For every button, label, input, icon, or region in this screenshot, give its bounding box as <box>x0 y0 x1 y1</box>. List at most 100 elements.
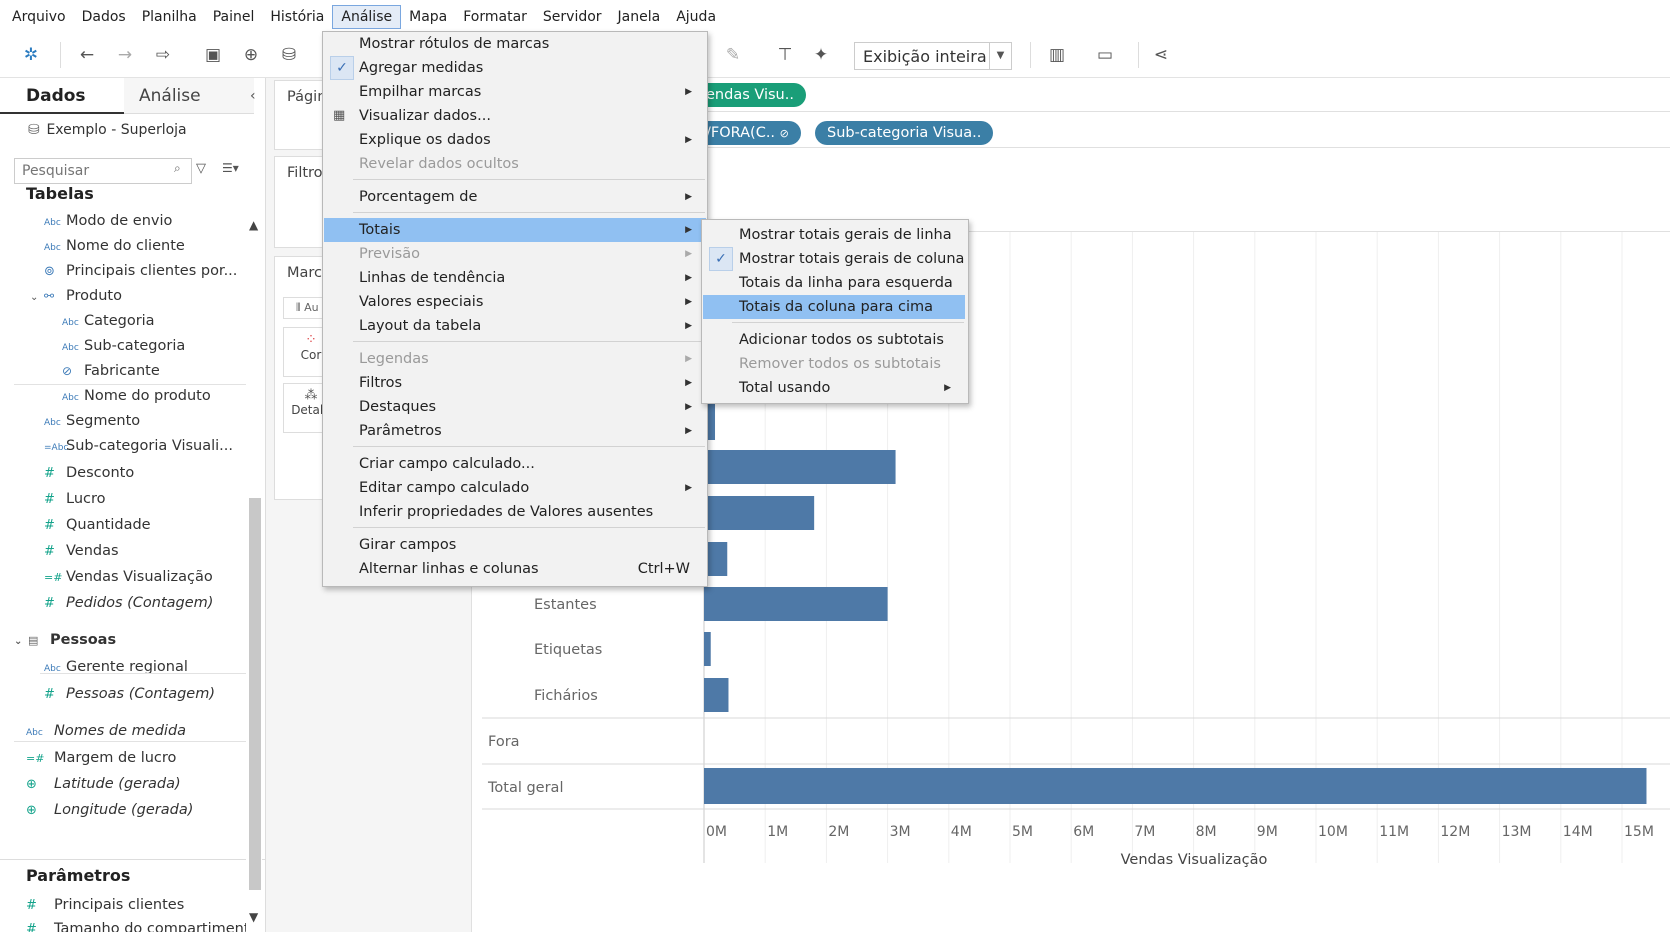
menu-parametros[interactable]: Parâmetros ▶ <box>324 419 706 443</box>
submenu-totais-gerais-coluna[interactable]: ✓ Mostrar totais gerais de coluna <box>703 247 965 271</box>
submenu-totais-coluna-cima[interactable]: Totais da coluna para cima <box>703 295 965 319</box>
field-modo-de-envio[interactable]: Abc Modo de envio <box>44 210 172 232</box>
rows-pill-dentro-fora[interactable]: /FORA(C.. ⊘ <box>694 121 801 145</box>
view-size-select[interactable]: Exibição inteira ▼ <box>854 42 1012 70</box>
field-lucro[interactable]: # Lucro <box>44 488 106 510</box>
field-gerente-regional[interactable]: Abc Gerente regional <box>44 656 188 678</box>
submenu-adicionar-subtotais[interactable]: Adicionar todos os subtotais <box>703 328 965 352</box>
share-icon[interactable]: ⋖ <box>1153 45 1169 65</box>
field-nomes-de-medida[interactable]: Abc Nomes de medida <box>26 720 186 742</box>
save-icon[interactable]: ▣ <box>204 45 222 65</box>
search-icon[interactable]: ⌕ <box>174 161 181 175</box>
field-categoria[interactable]: Abc Categoria <box>62 310 155 332</box>
menu-editar-campo-calculado[interactable]: Editar campo calculado ▶ <box>324 476 706 500</box>
search-input[interactable] <box>14 158 192 184</box>
menu-legendas[interactable]: Legendas ▶ <box>324 347 706 371</box>
submenu-remover-subtotais[interactable]: Remover todos os subtotais <box>703 352 965 376</box>
tab-analise[interactable]: Análise <box>124 78 254 114</box>
show-labels-icon[interactable]: ⊤ <box>777 45 793 65</box>
menu-inferir-propriedades[interactable]: Inferir propriedades de Valores ausentes <box>324 500 706 524</box>
field-sub-categoria-visualizacao[interactable]: =AbcSub-categoria Visuali... <box>44 435 233 457</box>
menu-girar-campos[interactable]: Girar campos <box>324 533 706 557</box>
field-fabricante[interactable]: ⊘ Fabricante <box>62 360 160 382</box>
menu-criar-campo-calculado[interactable]: Criar campo calculado... <box>324 452 706 476</box>
pin-icon[interactable]: ✦ <box>813 45 829 65</box>
datasource-name[interactable]: ⛁ Exemplo - Superloja <box>28 122 187 138</box>
field-vendas-visualizacao[interactable]: =# Vendas Visualização <box>44 566 213 588</box>
table-pessoas[interactable]: ⌄ ▤ Pessoas <box>14 629 116 651</box>
param-tamanho-compartimento[interactable]: # Tamanho do compartiment <box>26 918 250 932</box>
menu-analise[interactable]: Análise <box>332 5 402 29</box>
menu-visualizar-dados[interactable]: ▦ Visualizar dados... <box>324 104 706 128</box>
field-segmento[interactable]: Abc Segmento <box>44 410 140 432</box>
chevron-down-icon[interactable]: ▼ <box>249 910 259 924</box>
menu-alternar-linhas-colunas[interactable]: Alternar linhas e colunas Ctrl+W <box>324 557 706 581</box>
field-produto[interactable]: ⌄ ⚯ Produto <box>30 285 122 307</box>
menu-mapa[interactable]: Mapa <box>409 9 448 25</box>
menu-dados[interactable]: Dados <box>81 9 126 25</box>
field-principais-clientes[interactable]: ⊚ Principais clientes por... <box>44 260 237 282</box>
menu-layout-da-tabela[interactable]: Layout da tabela ▶ <box>324 314 706 338</box>
menu-agregar-medidas[interactable]: ✓ Agregar medidas <box>324 56 706 80</box>
tab-dados[interactable]: Dados <box>0 78 124 114</box>
new-datasource-icon[interactable]: ⊕ <box>243 45 259 65</box>
field-pedidos-contagem[interactable]: # Pedidos (Contagem) <box>44 592 213 614</box>
field-latitude[interactable]: ⊕ Latitude (gerada) <box>26 773 181 795</box>
menu-empilhar-marcas[interactable]: Empilhar marcas ▶ <box>324 80 706 104</box>
field-nome-do-cliente[interactable]: Abc Nome do cliente <box>44 235 185 257</box>
show-me-icon[interactable]: ▥ <box>1048 45 1066 65</box>
chevron-left-icon[interactable]: ‹ <box>250 88 256 104</box>
list-view-icon[interactable]: ☰▾ <box>222 161 239 175</box>
param-principais-clientes[interactable]: # Principais clientes <box>26 894 184 916</box>
presentation-icon[interactable]: ▭ <box>1096 45 1114 65</box>
menu-totais[interactable]: Totais ▶ <box>324 218 706 242</box>
menu-valores-especiais[interactable]: Valores especiais ▶ <box>324 290 706 314</box>
tableau-logo-icon[interactable]: ✲ <box>23 45 39 65</box>
number-icon: # <box>44 518 55 533</box>
field-desconto[interactable]: # Desconto <box>44 462 134 484</box>
pause-updates-icon[interactable]: ⛁ <box>281 45 297 65</box>
chevron-down-icon[interactable]: ⌄ <box>30 292 39 303</box>
submenu-totais-gerais-linha[interactable]: Mostrar totais gerais de linha <box>703 223 965 247</box>
menu-janela[interactable]: Janela <box>617 9 661 25</box>
replay-icon[interactable]: ⇨ <box>155 45 171 65</box>
field-nome-do-produto[interactable]: Abc Nome do produto <box>62 385 211 407</box>
scrollbar-thumb[interactable] <box>249 498 261 890</box>
field-sub-categoria[interactable]: Abc Sub-categoria <box>62 335 185 357</box>
menu-historia[interactable]: História <box>270 9 325 25</box>
menu-filtros[interactable]: Filtros ▶ <box>324 371 706 395</box>
menu-mostrar-rotulos[interactable]: Mostrar rótulos de marcas <box>324 32 706 56</box>
filter-icon[interactable]: ▽ <box>196 161 206 176</box>
menu-servidor[interactable]: Servidor <box>542 9 602 25</box>
redo-icon[interactable]: → <box>117 45 133 65</box>
field-longitude[interactable]: ⊕ Longitude (gerada) <box>26 799 193 821</box>
columns-pill-vendas[interactable]: endas Visu.. <box>694 83 806 107</box>
annotate-icon[interactable]: ✎ <box>725 45 741 65</box>
menu-planilha[interactable]: Planilha <box>141 9 197 25</box>
rows-pill-sub-categoria[interactable]: Sub-categoria Visua.. <box>815 121 994 145</box>
menu-arquivo[interactable]: Arquivo <box>12 9 66 25</box>
menu-label: Inferir propriedades de Valores ausentes <box>359 504 654 520</box>
menu-label: Destaques <box>359 399 437 415</box>
menu-ajuda[interactable]: Ajuda <box>676 9 717 25</box>
field-quantidade[interactable]: # Quantidade <box>44 514 151 536</box>
menu-painel[interactable]: Painel <box>212 9 255 25</box>
undo-icon[interactable]: ← <box>79 45 95 65</box>
chevron-up-icon[interactable]: ▲ <box>249 218 259 232</box>
chevron-down-icon[interactable]: ⌄ <box>14 636 23 647</box>
menu-linhas-de-tendencia[interactable]: Linhas de tendência ▶ <box>324 266 706 290</box>
menu-destaques[interactable]: Destaques ▶ <box>324 395 706 419</box>
field-pessoas-contagem[interactable]: # Pessoas (Contagem) <box>44 683 215 705</box>
field-vendas[interactable]: # Vendas <box>44 540 119 562</box>
submenu-totais-linha-esquerda[interactable]: Totais da linha para esquerda <box>703 271 965 295</box>
menu-porcentagem-de[interactable]: Porcentagem de ▶ <box>324 185 706 209</box>
submenu-total-usando[interactable]: Total usando ▶ <box>703 376 965 400</box>
menu-explique-os-dados[interactable]: Explique os dados ▶ <box>324 128 706 152</box>
field-margem-de-lucro[interactable]: =# Margem de lucro <box>26 747 176 769</box>
menu-previsao[interactable]: Previsão ▶ <box>324 242 706 266</box>
menu-formatar[interactable]: Formatar <box>463 9 527 25</box>
menu-revelar-dados-ocultos[interactable]: Revelar dados ocultos <box>324 152 706 176</box>
globe-icon: ⊕ <box>26 803 37 818</box>
x-tick-label: 9M <box>1257 824 1278 840</box>
chevron-down-icon[interactable]: ▼ <box>989 43 1011 69</box>
